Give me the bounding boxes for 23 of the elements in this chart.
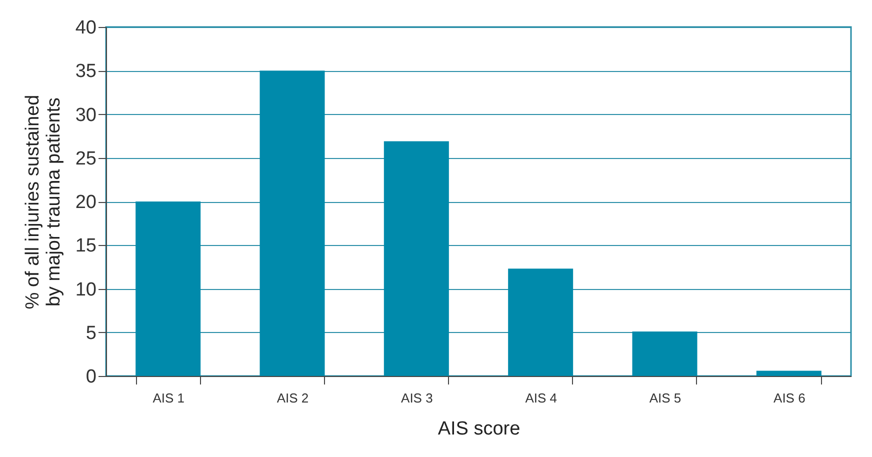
y-tick-label: 15 [75,236,96,257]
x-tick-label: AIS 1 [152,390,184,406]
y-tick-label: 5 [86,322,96,344]
bar [508,268,574,376]
x-tick-label: AIS 5 [649,390,682,406]
y-tick-label: 10 [75,279,96,300]
y-axis-title: % of all injuries sustained by major trauma patients [22,94,64,310]
x-axis-title: AIS score [438,418,520,440]
x-tick-label: AIS 6 [774,390,806,406]
x-tick-label: AIS 3 [401,390,433,406]
bar [384,141,449,376]
y-tick-label: 30 [75,104,96,126]
y-tick-label: 25 [75,148,96,170]
bar [260,70,325,376]
y-tick-label: 0 [86,366,96,388]
y-tick-label: 20 [75,192,96,213]
y-tick-label: 40 [75,18,96,38]
x-tick-label: AIS 2 [276,390,309,406]
bar [632,332,698,376]
x-tick-label: AIS 4 [525,390,557,406]
y-tick-label: 35 [75,61,96,82]
bar [756,370,822,376]
bar [136,202,201,376]
